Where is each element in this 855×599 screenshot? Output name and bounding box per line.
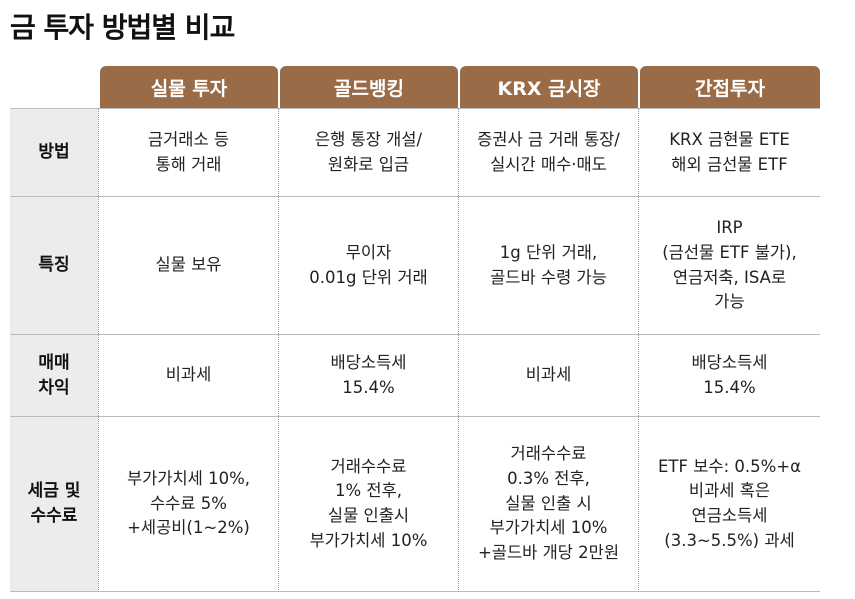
table-cell: KRX 금현물 ETE 해외 금선물 ETF: [638, 108, 820, 196]
row-header-features: 특징: [10, 196, 98, 334]
row-header-trading-gain: 매매 차익: [10, 334, 98, 416]
page-title: 금 투자 방법별 비교: [10, 11, 235, 44]
table-cell: IRP (금선물 ETF 불가), 연금저축, ISA로 가능: [638, 196, 820, 334]
column-header-indirect: 간접투자: [640, 66, 820, 108]
table-cell: 금거래소 등 통해 거래: [98, 108, 278, 196]
table-cell: 비과세: [98, 334, 278, 416]
table-cell: 1g 단위 거래, 골드바 수령 가능: [458, 196, 638, 334]
table-cell: 거래수수료 0.3% 전후, 실물 인출 시 부가가치세 10% +골드바 개당…: [458, 416, 638, 592]
table-cell: 무이자 0.01g 단위 거래: [278, 196, 458, 334]
row-header-method: 방법: [10, 108, 98, 196]
column-header-krx-gold-market: KRX 금시장: [460, 66, 638, 108]
table-cell: 증권사 금 거래 통장/ 실시간 매수·매도: [458, 108, 638, 196]
table-cell: 부가가치세 10%, 수수료 5% +세공비(1~2%): [98, 416, 278, 592]
table-cell: 실물 보유: [98, 196, 278, 334]
table-cell: 배당소득세 15.4%: [278, 334, 458, 416]
column-header-gold-banking: 골드뱅킹: [280, 66, 458, 108]
column-header-physical: 실물 투자: [100, 66, 278, 108]
table-cell: 비과세: [458, 334, 638, 416]
comparison-table: 실물 투자 골드뱅킹 KRX 금시장 간접투자 방법 금거래소 등 통해 거래 …: [10, 66, 820, 592]
table-cell: ETF 보수: 0.5%+α 비과세 혹은 연금소득세 (3.3~5.5%) 과…: [638, 416, 820, 592]
table-cell: 배당소득세 15.4%: [638, 334, 820, 416]
table-corner: [10, 66, 98, 108]
table-cell: 거래수수료 1% 전후, 실물 인출시 부가가치세 10%: [278, 416, 458, 592]
row-header-tax-and-fees: 세금 및 수수료: [10, 416, 98, 592]
table-cell: 은행 통장 개설/ 원화로 입금: [278, 108, 458, 196]
